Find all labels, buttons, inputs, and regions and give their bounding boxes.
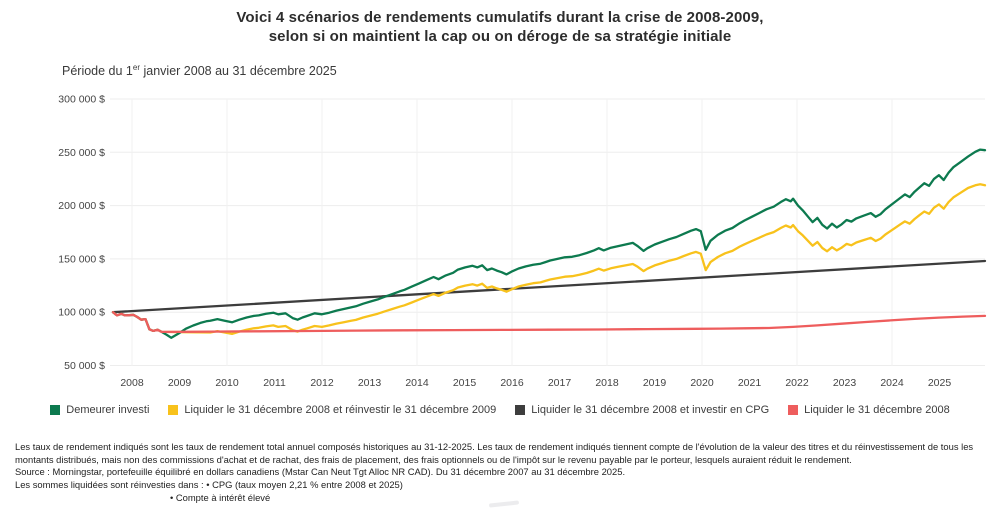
series-line-demeurer-investi [111, 148, 987, 339]
x-axis-tick-label: 2022 [785, 377, 809, 389]
legend-swatch-black [515, 405, 526, 415]
y-axis-tick-label: 100 000 $ [58, 307, 105, 319]
period-superscript: er [132, 63, 141, 72]
y-axis-tick-label: 300 000 $ [58, 94, 105, 106]
x-axis-tick-label: 2012 [310, 377, 334, 389]
legend-item-liquider: Liquider le 31 décembre 2008 [788, 404, 950, 416]
legend-label: Demeurer investi [66, 404, 150, 416]
y-axis-tick-label: 50 000 $ [64, 360, 105, 372]
x-axis-tick-label: 2024 [880, 377, 904, 389]
x-axis-tick-label: 2021 [738, 377, 762, 389]
x-axis-tick-label: 2011 [263, 377, 286, 389]
legend-item-liquider-cpg: Liquider le 31 décembre 2008 et investir… [515, 404, 769, 416]
legend-label: Liquider le 31 décembre 2008 et réinvest… [184, 404, 497, 416]
legend-swatch-yellow [168, 405, 179, 415]
series-line-liquider-le-31-d-cembre-2008-et-r-investir-le-31-d-cembre-2009 [111, 183, 987, 336]
x-axis-tick-label: 2018 [595, 377, 619, 389]
y-axis-tick-label: 150 000 $ [58, 253, 105, 265]
x-axis-tick-label: 2010 [215, 377, 239, 389]
period-label: Période du 1er janvier 2008 au 31 décemb… [62, 63, 337, 78]
footnote-paragraph: Les taux de rendement indiqués sont les … [15, 441, 974, 465]
x-axis-tick-label: 2015 [453, 377, 477, 389]
title-line-2: selon si on maintient la cap ou on dérog… [268, 28, 732, 45]
x-axis-tick-label: 2009 [168, 377, 192, 389]
legend-item-liquider-reinvestir: Liquider le 31 décembre 2008 et réinvest… [168, 404, 496, 416]
footnote-reinvest-2: • Compte à intérêt élevé [170, 491, 271, 503]
x-axis-tick-label: 2017 [548, 377, 572, 389]
legend-label: Liquider le 31 décembre 2008 et investir… [531, 404, 770, 416]
x-axis-tick-label: 2008 [120, 377, 144, 389]
page-title: Voici 4 scénarios de rendements cumulati… [0, 8, 1000, 46]
footnote-reinvest: Les sommes liquidées sont réinvesties da… [15, 479, 403, 491]
y-axis-tick-label: 250 000 $ [58, 147, 105, 159]
x-axis-tick-label: 2020 [690, 377, 714, 389]
x-axis-tick-label: 2025 [928, 377, 952, 389]
legend-swatch-red [788, 405, 799, 415]
x-axis-tick-label: 2019 [643, 377, 667, 389]
title-line-1: Voici 4 scénarios de rendements cumulati… [236, 9, 764, 26]
line-chart: 50 000 $ 100 000 $ 150 000 $ 200 000 $ 250 0… [58, 94, 987, 389]
series-line-liquider-le-31-d-cembre-2008-et-investir-en-cpg [111, 259, 987, 314]
x-axis-tick-label: 2016 [500, 377, 524, 389]
x-axis-tick-label: 2014 [405, 377, 429, 389]
period-suffix: janvier 2008 au 31 décembre 2025 [140, 64, 337, 79]
legend-swatch-green [50, 405, 61, 415]
footnote-source: Source : Morningstar, portefeuille équil… [15, 466, 626, 478]
x-axis-tick-label: 2023 [833, 377, 857, 389]
chart-legend: Demeurer investi Liquider le 31 décembre… [0, 404, 1000, 416]
series-line-liquider-le-31-d-cembre-2008 [111, 311, 987, 334]
footnotes: Les taux de rendement indiqués sont les … [15, 441, 985, 505]
legend-item-demeurer-investi: Demeurer investi [50, 404, 149, 416]
y-axis-tick-label: 200 000 $ [58, 200, 105, 212]
legend-label: Liquider le 31 décembre 2008 [804, 404, 950, 416]
period-prefix: Période du 1 [62, 64, 133, 79]
x-axis-tick-label: 2013 [358, 377, 382, 389]
